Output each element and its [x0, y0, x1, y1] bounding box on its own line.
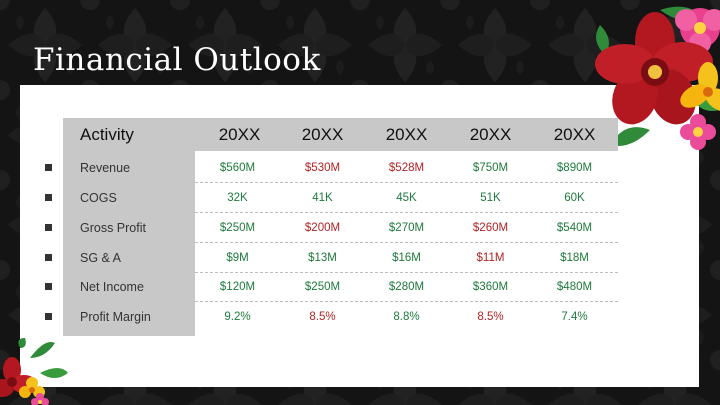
- bullet-icon: [45, 164, 52, 171]
- table-cell: $18M: [560, 252, 589, 264]
- row-label: COGS: [80, 191, 117, 205]
- bullet-icon: [45, 254, 52, 261]
- table-cell: 60K: [564, 192, 585, 204]
- table-cell: 7.4%: [561, 311, 588, 323]
- table-cell: $528M: [388, 162, 425, 174]
- row-label: Revenue: [80, 161, 131, 175]
- table-cell: $250M: [219, 222, 256, 234]
- row-label: SG & A: [80, 251, 121, 265]
- table-cell: 51K: [480, 192, 501, 204]
- table-row-gross-profit: Gross Profit $250M $200M $270M $260M $54…: [0, 213, 720, 243]
- header-year-3: 20XX: [385, 125, 428, 144]
- flower-cluster-bottom-left: [0, 338, 68, 405]
- row-divider: [195, 272, 618, 273]
- table-cell: 45K: [396, 192, 417, 204]
- row-divider: [195, 301, 618, 302]
- table-cell: $200M: [304, 222, 341, 234]
- table-cell: $260M: [472, 222, 509, 234]
- header-year-5: 20XX: [553, 125, 596, 144]
- table-cell: $890M: [556, 162, 593, 174]
- table-row-revenue: Revenue $560M $530M $528M $750M $890M: [0, 153, 720, 183]
- activity-column-fill: [63, 118, 195, 336]
- bullet-icon: [45, 194, 52, 201]
- bullet-icon: [45, 313, 52, 320]
- table-row-net-income: Net Income $120M $250M $280M $360M $480M: [0, 272, 720, 302]
- table-cell: $750M: [472, 162, 509, 174]
- table-cell: 8.8%: [393, 311, 420, 323]
- row-divider: [195, 212, 618, 213]
- table-cell: $13M: [308, 252, 337, 264]
- table-cell: $120M: [219, 281, 256, 293]
- table-cell: $480M: [556, 281, 593, 293]
- table-cell: $540M: [556, 222, 593, 234]
- table-cell: $560M: [219, 162, 256, 174]
- table-cell: 8.5%: [309, 311, 336, 323]
- table-cell: $9M: [226, 252, 249, 264]
- table-cell: $16M: [392, 252, 421, 264]
- table-cell: $11M: [476, 252, 505, 264]
- header-year-4: 20XX: [469, 125, 512, 144]
- table-row-profit-margin: Profit Margin 9.2% 8.5% 8.8% 8.5% 7.4%: [0, 302, 720, 332]
- header-year-2: 20XX: [301, 125, 344, 144]
- table-cell: $270M: [388, 222, 425, 234]
- bullet-icon: [45, 224, 52, 231]
- header-row-fill: [195, 118, 618, 151]
- table-cell: 32K: [227, 192, 248, 204]
- bullet-icon: [45, 283, 52, 290]
- header-activity: Activity: [80, 125, 134, 144]
- table-cell: $360M: [472, 281, 509, 293]
- table-row-sga: SG & A $9M $13M $16M $11M $18M: [0, 243, 720, 273]
- table-cell: 8.5%: [477, 311, 504, 323]
- header-year-1: 20XX: [218, 125, 261, 144]
- row-label: Net Income: [80, 280, 144, 294]
- row-label: Profit Margin: [80, 310, 151, 324]
- table-cell: $530M: [304, 162, 341, 174]
- table-cell: $280M: [388, 281, 425, 293]
- flower-cluster-top-right: [595, 6, 720, 150]
- table-cell: $250M: [304, 281, 341, 293]
- slide-title: Financial Outlook: [33, 42, 321, 78]
- row-label: Gross Profit: [80, 221, 146, 235]
- row-divider: [195, 182, 618, 183]
- table-row-cogs: COGS 32K 41K 45K 51K 60K: [0, 183, 720, 213]
- table-cell: 41K: [312, 192, 333, 204]
- row-divider: [195, 242, 618, 243]
- table-cell: 9.2%: [224, 311, 251, 323]
